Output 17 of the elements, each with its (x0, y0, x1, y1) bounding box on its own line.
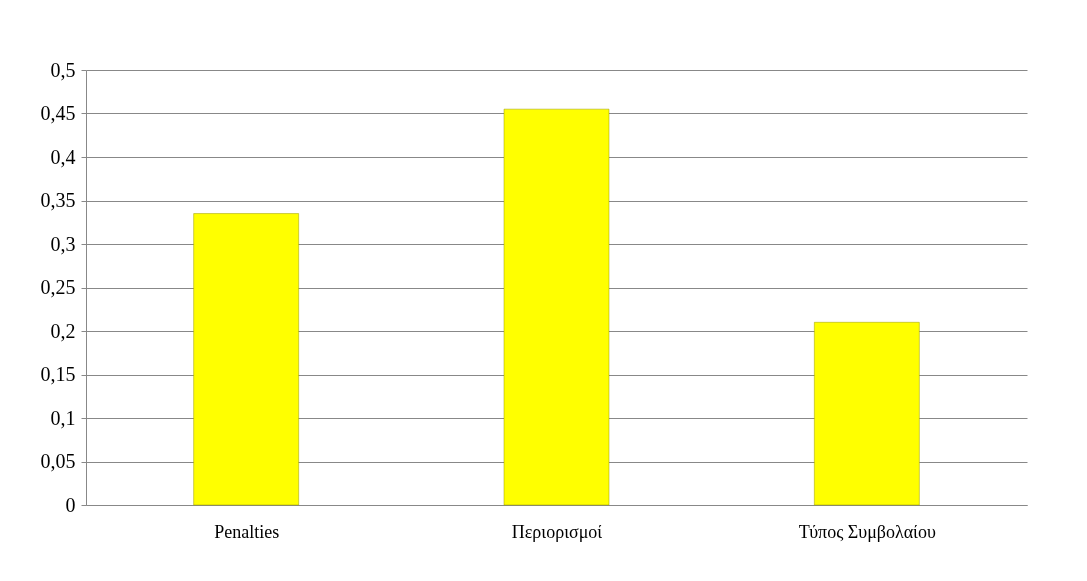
y-tick-label: 0,05 (40, 450, 76, 472)
x-tick-label: Penalties (214, 521, 280, 542)
y-tick-label: 0,15 (40, 363, 76, 385)
bar (193, 213, 299, 506)
y-tick-label: 0,5 (50, 58, 76, 81)
y-tick-label: 0 (65, 493, 76, 516)
x-tick-label: Περιορισμοί (511, 521, 603, 542)
y-tick-label: 0,25 (40, 276, 76, 298)
y-tick-label: 0,2 (50, 319, 76, 342)
y-tick-label: 0,35 (40, 189, 76, 211)
y-tick-label: 0,4 (50, 145, 76, 168)
y-tick-label: 0,1 (50, 406, 76, 429)
bar (814, 322, 920, 506)
bar (503, 108, 610, 506)
y-tick-label: 0,3 (50, 232, 76, 255)
y-tick-label: 0,45 (40, 102, 76, 124)
x-tick-label: Τύπος Συμβολαίου (798, 521, 936, 542)
